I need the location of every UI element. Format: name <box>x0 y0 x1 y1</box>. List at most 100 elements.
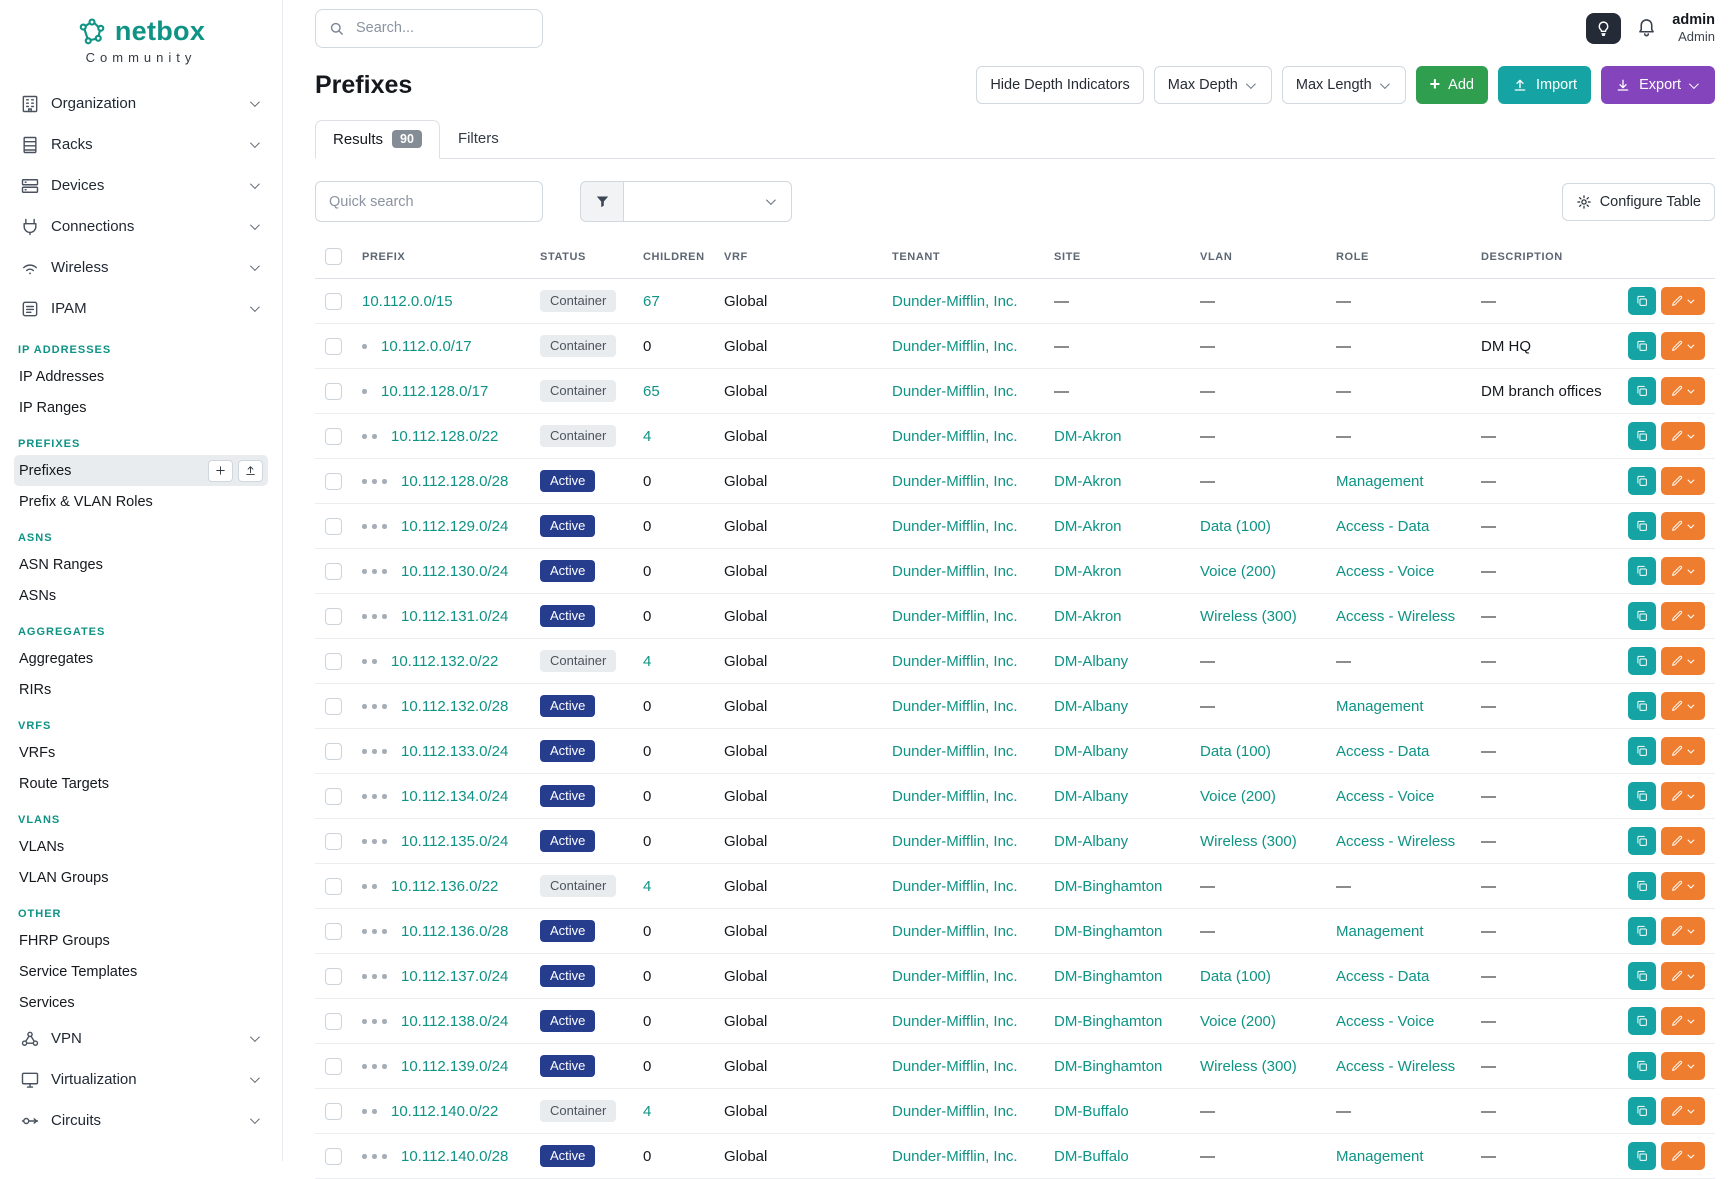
site-link[interactable]: DM-Binghamton <box>1054 1057 1163 1075</box>
edit-button[interactable] <box>1661 962 1705 990</box>
global-search-input[interactable] <box>354 19 530 37</box>
sidebar-item-ip-addresses[interactable]: IP Addresses <box>14 361 268 392</box>
prefix-link[interactable]: 10.112.139.0/24 <box>401 1057 509 1075</box>
sidebar-item-ipam[interactable]: IPAM <box>14 288 268 329</box>
prefix-link[interactable]: 10.112.0.0/17 <box>381 337 472 355</box>
prefix-link[interactable]: 10.112.133.0/24 <box>401 742 509 760</box>
role-link[interactable]: Access - Voice <box>1336 1012 1435 1030</box>
role-link[interactable]: Management <box>1336 472 1424 490</box>
edit-button[interactable] <box>1661 332 1705 360</box>
user-menu[interactable]: admin Admin <box>1672 12 1715 44</box>
site-link[interactable]: DM-Binghamton <box>1054 922 1163 940</box>
clone-button[interactable] <box>1628 1007 1656 1035</box>
column-header-status[interactable]: STATUS <box>530 238 633 279</box>
prefix-link[interactable]: 10.112.140.0/22 <box>391 1102 499 1120</box>
prefix-link[interactable]: 10.112.134.0/24 <box>401 787 509 805</box>
sidebar-item-racks[interactable]: Racks <box>14 124 268 165</box>
tenant-link[interactable]: Dunder-Mifflin, Inc. <box>892 1102 1018 1120</box>
clone-button[interactable] <box>1628 782 1656 810</box>
site-link[interactable]: DM-Binghamton <box>1054 1012 1163 1030</box>
site-link[interactable]: DM-Binghamton <box>1054 967 1163 985</box>
select-all-checkbox[interactable] <box>325 248 342 265</box>
prefix-link[interactable]: 10.112.136.0/28 <box>401 922 509 940</box>
column-header-description[interactable]: DESCRIPTION <box>1471 238 1615 279</box>
edit-button[interactable] <box>1661 422 1705 450</box>
vlan-link[interactable]: Voice (200) <box>1200 787 1276 805</box>
role-link[interactable]: Management <box>1336 697 1424 715</box>
row-checkbox[interactable] <box>325 562 342 580</box>
prefix-link[interactable]: 10.112.128.0/22 <box>391 427 499 445</box>
tab-results[interactable]: Results 90 <box>315 120 440 159</box>
row-checkbox[interactable] <box>325 472 342 490</box>
clone-button[interactable] <box>1628 872 1656 900</box>
tenant-link[interactable]: Dunder-Mifflin, Inc. <box>892 922 1018 940</box>
import-prefix-mini-button[interactable] <box>238 459 263 482</box>
tab-filters[interactable]: Filters <box>440 120 517 158</box>
edit-button[interactable] <box>1661 692 1705 720</box>
site-link[interactable]: DM-Albany <box>1054 787 1129 805</box>
edit-button[interactable] <box>1661 1097 1705 1125</box>
sidebar-item-vrfs[interactable]: VRFs <box>14 737 268 768</box>
clone-button[interactable] <box>1628 377 1656 405</box>
row-checkbox[interactable] <box>325 1147 342 1165</box>
hide-depth-indicators-button[interactable]: Hide Depth Indicators <box>976 66 1144 104</box>
column-header-role[interactable]: ROLE <box>1326 238 1471 279</box>
tenant-link[interactable]: Dunder-Mifflin, Inc. <box>892 832 1018 850</box>
children-count-link[interactable]: 4 <box>643 652 652 670</box>
global-search[interactable] <box>315 8 543 48</box>
children-count-link[interactable]: 4 <box>643 427 652 445</box>
vlan-link[interactable]: Wireless (300) <box>1200 607 1297 625</box>
site-link[interactable]: DM-Akron <box>1054 562 1122 580</box>
vlan-link[interactable]: Voice (200) <box>1200 562 1276 580</box>
clone-button[interactable] <box>1628 1142 1656 1170</box>
row-checkbox[interactable] <box>325 607 342 625</box>
vlan-link[interactable]: Voice (200) <box>1200 1012 1276 1030</box>
edit-button[interactable] <box>1661 557 1705 585</box>
clone-button[interactable] <box>1628 962 1656 990</box>
row-checkbox[interactable] <box>325 337 342 355</box>
edit-button[interactable] <box>1661 782 1705 810</box>
sidebar-item-rirs[interactable]: RIRs <box>14 674 268 705</box>
clone-button[interactable] <box>1628 422 1656 450</box>
edit-button[interactable] <box>1661 1142 1705 1170</box>
prefix-link[interactable]: 10.112.140.0/28 <box>401 1147 509 1165</box>
sidebar-item-vlan-groups[interactable]: VLAN Groups <box>14 862 268 893</box>
tenant-link[interactable]: Dunder-Mifflin, Inc. <box>892 382 1018 400</box>
tenant-link[interactable]: Dunder-Mifflin, Inc. <box>892 472 1018 490</box>
edit-button[interactable] <box>1661 602 1705 630</box>
clone-button[interactable] <box>1628 512 1656 540</box>
clone-button[interactable] <box>1628 1052 1656 1080</box>
role-link[interactable]: Access - Voice <box>1336 787 1435 805</box>
sidebar-item-vpn[interactable]: VPN <box>14 1018 268 1059</box>
children-count-link[interactable]: 4 <box>643 877 652 895</box>
column-header-tenant[interactable]: TENANT <box>882 238 1044 279</box>
tenant-link[interactable]: Dunder-Mifflin, Inc. <box>892 517 1018 535</box>
tenant-link[interactable]: Dunder-Mifflin, Inc. <box>892 1147 1018 1165</box>
prefix-link[interactable]: 10.112.132.0/22 <box>391 652 499 670</box>
notifications-button[interactable] <box>1636 16 1657 40</box>
children-count-link[interactable]: 65 <box>643 382 660 400</box>
tenant-link[interactable]: Dunder-Mifflin, Inc. <box>892 652 1018 670</box>
row-checkbox[interactable] <box>325 877 342 895</box>
sidebar-item-ip-ranges[interactable]: IP Ranges <box>14 392 268 423</box>
prefix-link[interactable]: 10.112.132.0/28 <box>401 697 509 715</box>
clone-button[interactable] <box>1628 737 1656 765</box>
tenant-link[interactable]: Dunder-Mifflin, Inc. <box>892 427 1018 445</box>
tenant-link[interactable]: Dunder-Mifflin, Inc. <box>892 292 1018 310</box>
edit-button[interactable] <box>1661 737 1705 765</box>
clone-button[interactable] <box>1628 332 1656 360</box>
children-count-link[interactable]: 67 <box>643 292 660 310</box>
clone-button[interactable] <box>1628 827 1656 855</box>
sidebar-item-fhrp-groups[interactable]: FHRP Groups <box>14 925 268 956</box>
clone-button[interactable] <box>1628 647 1656 675</box>
tenant-link[interactable]: Dunder-Mifflin, Inc. <box>892 787 1018 805</box>
role-link[interactable]: Access - Data <box>1336 742 1430 760</box>
row-checkbox[interactable] <box>325 697 342 715</box>
sidebar-item-vlans[interactable]: VLANs <box>14 831 268 862</box>
role-link[interactable]: Access - Wireless <box>1336 607 1456 625</box>
prefix-link[interactable]: 10.112.0.0/15 <box>362 292 453 310</box>
sidebar-item-asns[interactable]: ASNs <box>14 580 268 611</box>
prefix-link[interactable]: 10.112.135.0/24 <box>401 832 509 850</box>
sidebar-item-circuits[interactable]: Circuits <box>14 1100 268 1141</box>
tenant-link[interactable]: Dunder-Mifflin, Inc. <box>892 967 1018 985</box>
